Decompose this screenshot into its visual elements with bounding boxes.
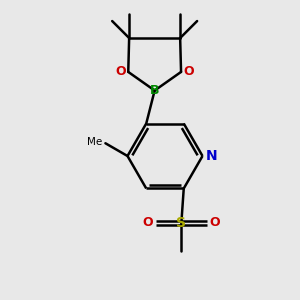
Text: O: O bbox=[210, 217, 220, 230]
Text: O: O bbox=[115, 65, 126, 78]
Text: O: O bbox=[142, 217, 153, 230]
Text: Me: Me bbox=[87, 137, 102, 147]
Text: S: S bbox=[176, 216, 186, 230]
Text: N: N bbox=[206, 149, 218, 163]
Text: B: B bbox=[150, 84, 159, 97]
Text: O: O bbox=[184, 65, 194, 78]
